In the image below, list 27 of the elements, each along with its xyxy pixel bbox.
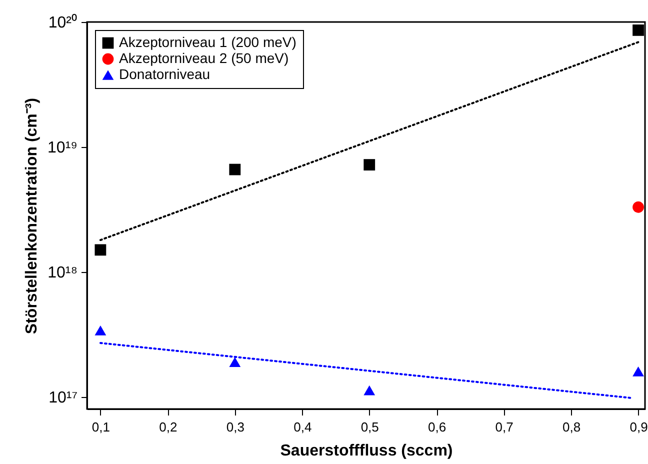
point — [229, 357, 241, 367]
legend-label: Donatorniveau — [119, 66, 210, 82]
point — [94, 244, 106, 256]
x-tick-label: 0,3 — [226, 420, 244, 434]
y-tick-label: 10²⁰ — [48, 14, 78, 32]
point — [632, 201, 644, 213]
point — [229, 164, 241, 176]
x-axis-title: Sauerstofffluss (sccm) — [280, 442, 453, 460]
x-tick-label: 0,1 — [92, 420, 110, 434]
y-tick-label: 10¹⁸ — [48, 264, 78, 282]
legend-label: Akzeptorniveau 1 (200 meV) — [119, 34, 296, 50]
legend-label: Akzeptorniveau 2 (50 meV) — [119, 50, 289, 66]
y-axis-title: Störstellenkonzentration (cm⁻³) — [24, 98, 41, 334]
point — [632, 366, 644, 376]
point — [632, 24, 644, 36]
point — [364, 385, 376, 396]
y-tick-label: 10¹⁷ — [48, 389, 78, 406]
x-tick-label: 0,5 — [360, 420, 379, 434]
y-tick-label: 10¹⁹ — [48, 139, 78, 156]
point — [364, 159, 376, 170]
x-tick-label: 0,6 — [428, 420, 446, 434]
x-tick-label: 0,7 — [495, 420, 514, 434]
x-tick-label: 0,2 — [159, 420, 178, 434]
point — [94, 326, 106, 336]
x-tick-label: 0,9 — [630, 420, 648, 434]
x-tick-label: 0,8 — [562, 420, 581, 434]
x-tick-label: 0,4 — [294, 420, 312, 434]
